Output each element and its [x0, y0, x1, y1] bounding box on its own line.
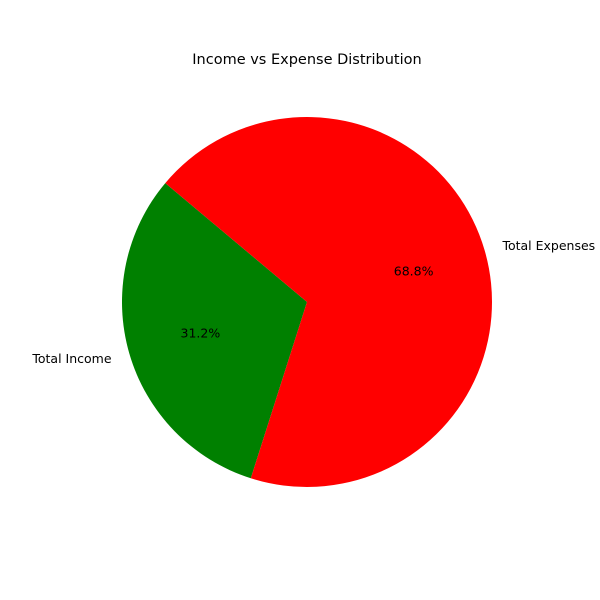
pie-labels: Total Income 31.2% Total Expenses 68.8%: [31, 238, 595, 366]
pie-slice-total-income: [121, 183, 307, 479]
pie-slice-total-expenses: [165, 116, 492, 487]
pie-slices: [121, 116, 492, 487]
chart-title: Income vs Expense Distribution: [192, 52, 421, 68]
slice-percentage-label: 68.8%: [394, 264, 434, 279]
slice-label: Total Income: [31, 351, 111, 366]
slice-label: Total Expenses: [501, 238, 595, 253]
slice-percentage-label: 31.2%: [181, 325, 221, 340]
